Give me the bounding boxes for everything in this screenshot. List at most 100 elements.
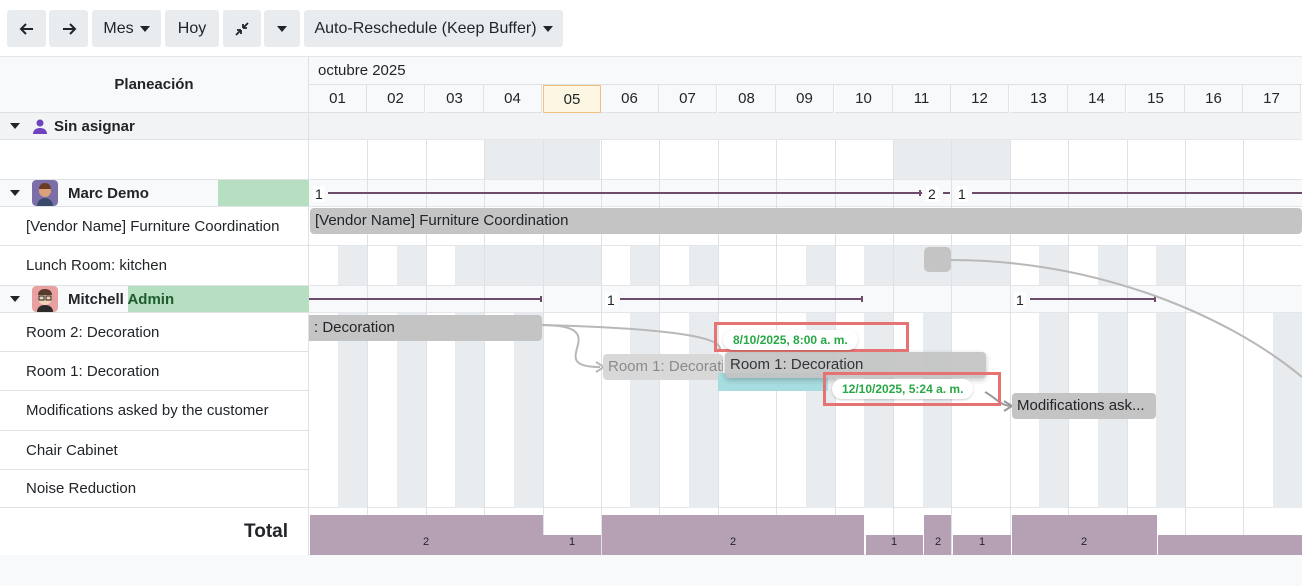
today-label: Hoy [177,19,207,37]
scale-dropdown[interactable]: Mes [92,10,161,47]
grid-line [367,140,368,555]
weekend-shade [484,140,600,179]
workload-count: 1 [956,186,968,202]
day-header-16: 16 [1185,85,1243,113]
total-count: 1 [978,536,986,548]
row-room2: Room 2: Decoration [0,313,309,352]
weekend-shade [923,313,952,508]
arrow-left-icon [19,22,33,35]
weekend-shade [630,313,659,508]
grid-line [543,140,544,555]
total-bar [310,515,543,555]
compress-icon [235,21,249,36]
total-bar [924,515,951,555]
row-room1-label: Room 1: Decoration [26,362,160,380]
weekend-shade [689,313,718,508]
row-bg-unassigned [309,113,1302,140]
total-bar [866,535,923,555]
weekend-shade [630,246,659,285]
collapse-rows-button[interactable] [223,10,261,47]
caret-down-icon [277,25,287,32]
task-bar-modifications[interactable]: Modifications ask... [1012,393,1156,419]
end-date-badge: 12/10/2025, 5:24 a. m. [832,379,974,399]
day-header-15: 15 [1127,85,1185,113]
total-count: 1 [568,536,576,548]
workload-count: 1 [313,186,325,202]
grid-line [893,140,894,555]
arrow-right-icon [62,22,76,35]
more-options-dropdown[interactable] [264,10,300,47]
mitchell-first: Mitchell [68,290,128,308]
row-lunch: Lunch Room: kitchen [0,246,309,286]
capacity-highlight [218,180,309,206]
avatar [32,180,58,206]
weekend-shade [1273,313,1302,508]
row-unassigned-empty [0,140,309,180]
weekend-shade [455,313,484,508]
day-header-04: 04 [484,85,542,113]
task-bar-room2[interactable]: : Decoration [309,315,542,341]
grid-line [601,140,602,555]
next-button[interactable] [49,10,88,47]
row-bg-lunch [309,246,1302,286]
row-noise-label: Noise Reduction [26,480,137,497]
row-chair: Chair Cabinet [0,431,309,470]
group-mitchell-admin[interactable]: Mitchell Admin [0,286,309,313]
day-header-01: 01 [309,85,367,113]
today-button[interactable]: Hoy [165,10,219,47]
mitchell-last: Admin [127,290,175,308]
collapse-triangle-icon [10,296,20,302]
collapse-triangle-icon [10,190,20,196]
scale-label: Mes [103,19,134,37]
auto-reschedule-dropdown[interactable]: Auto-Reschedule (Keep Buffer) [304,10,563,47]
total-count: 2 [729,536,737,548]
group-marc-demo[interactable]: Marc Demo [0,180,309,207]
day-header-14: 14 [1068,85,1126,113]
row-furniture: [Vendor Name] Furniture Coordination [0,207,309,246]
workload-count: 2 [926,186,938,202]
total-count: 2 [934,536,942,548]
grid-line [1185,140,1186,555]
day-header-08: 08 [718,85,776,113]
day-header-12: 12 [951,85,1009,113]
day-header-07: 07 [659,85,717,113]
task-bar-furniture[interactable]: [Vendor Name] Furniture Coordination [310,208,1302,234]
grid-line [1010,140,1011,555]
day-header-17: 17 [1243,85,1301,113]
grid-line [659,140,660,555]
total-count: 2 [1080,536,1088,548]
grid-line [1243,140,1244,555]
toolbar: Mes Hoy Auto-Reschedule (Keep Buffer) [0,0,1302,57]
group-unassigned-label: Sin asignar [54,117,135,135]
grid-line [426,140,427,555]
day-header-11: 11 [893,85,951,113]
caret-down-icon [542,25,553,32]
day-header-05: 05 [543,85,601,113]
grid-line [1127,140,1128,555]
row-noise: Noise Reduction [0,470,309,508]
day-header-13: 13 [1010,85,1068,113]
avatar [32,286,58,312]
weekend-shade [1156,246,1185,285]
row-modifications-label: Modifications asked by the customer [26,402,269,419]
total-count: 2 [422,536,430,548]
total-bar [953,535,1011,555]
row-modifications: Modifications asked by the customer [0,391,309,431]
grid-line [718,140,719,555]
previous-button[interactable] [7,10,46,47]
header-title: Planeación [0,57,309,113]
group-unassigned[interactable]: Sin asignar [0,113,309,140]
weekend-shade [1156,313,1185,508]
weekend-shade [397,313,426,508]
weekend-shade [806,246,835,285]
gantt-view: Planeación octubre 2025 01 02 03 04 05 06 07 08… [0,57,1302,555]
task-bar-lunch[interactable] [924,247,951,272]
row-furniture-label: [Vendor Name] Furniture Coordination [26,217,280,235]
group-mitchell-label: Mitchell Admin [68,291,174,308]
user-icon [33,119,47,134]
day-header-10: 10 [835,85,893,113]
caret-down-icon [139,25,150,32]
day-header-02: 02 [367,85,425,113]
grid-line [1068,140,1069,555]
dependency-arrow [984,391,1013,407]
